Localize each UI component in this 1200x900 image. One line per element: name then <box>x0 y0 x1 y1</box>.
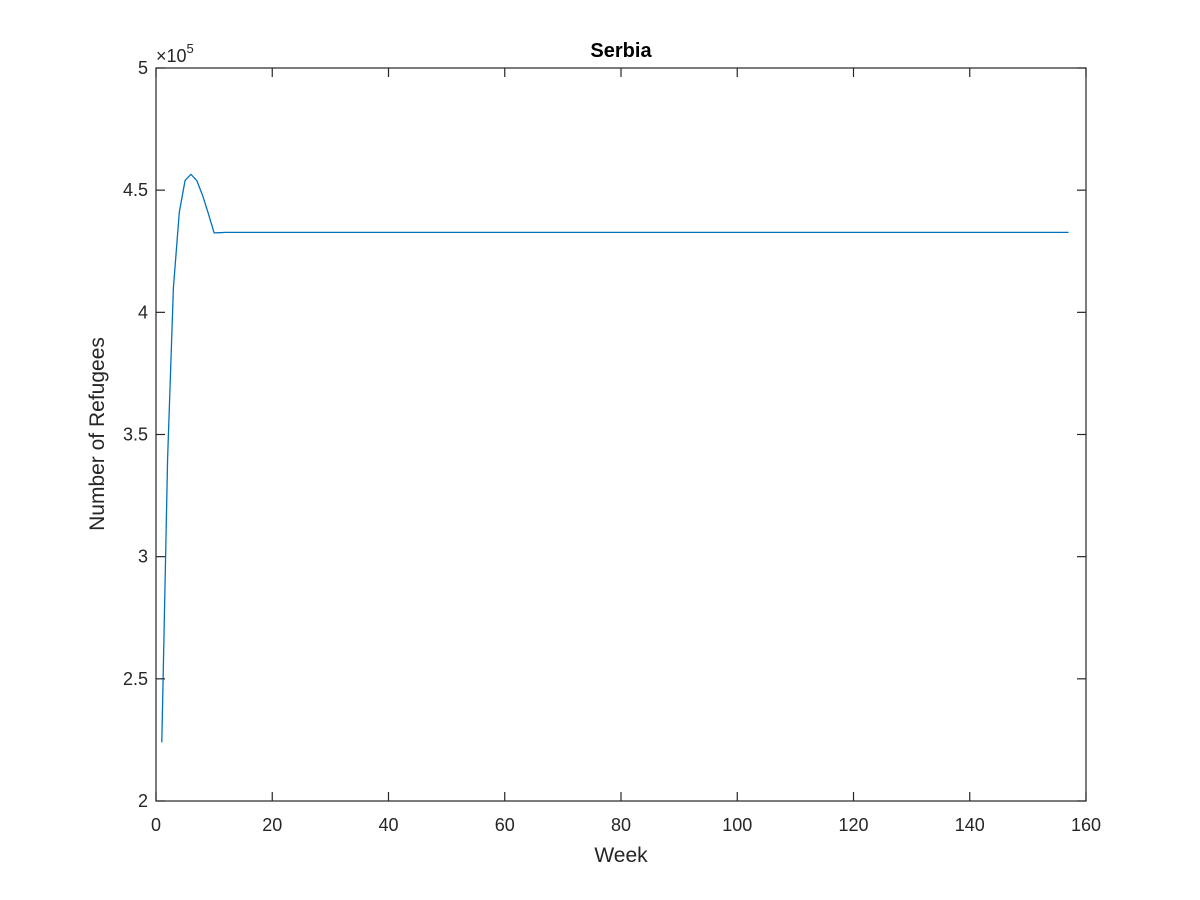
y-tick-label: 4.5 <box>123 180 148 200</box>
y-axis-exponent: ×105 <box>156 41 194 66</box>
axes-box <box>155 67 1087 802</box>
x-tick-label: 120 <box>838 815 868 835</box>
plot-area <box>155 67 1087 802</box>
y-tick-label: 2 <box>138 791 148 811</box>
x-tick-label: 100 <box>722 815 752 835</box>
y-tick-label: 4 <box>138 302 148 322</box>
x-tick-label: 40 <box>378 815 398 835</box>
y-tick-label: 3.5 <box>123 425 148 445</box>
ticks-layer: 0 20 40 60 80 100 120 140 160 2 2.5 3 3.5 4 4.5 5 <box>123 58 1101 835</box>
y-axis-label: Number of Refugees <box>86 337 109 531</box>
x-tick-label: 80 <box>611 815 631 835</box>
series-line <box>161 173 1069 743</box>
y-axis-exponent-prefix: ×10 <box>156 46 187 66</box>
chart-title: Serbia <box>590 40 652 62</box>
x-tick-label: 20 <box>262 815 282 835</box>
series-layer <box>161 173 1069 743</box>
y-tick-label: 3 <box>138 547 148 567</box>
x-tick-label: 140 <box>955 815 985 835</box>
y-tick-label: 5 <box>138 58 148 78</box>
x-tick-label: 0 <box>151 815 161 835</box>
x-tick-label: 160 <box>1071 815 1101 835</box>
y-axis-exponent-power: 5 <box>187 41 194 56</box>
x-axis-label: Week <box>594 844 648 867</box>
y-tick-label: 2.5 <box>123 669 148 689</box>
x-tick-label: 60 <box>495 815 515 835</box>
